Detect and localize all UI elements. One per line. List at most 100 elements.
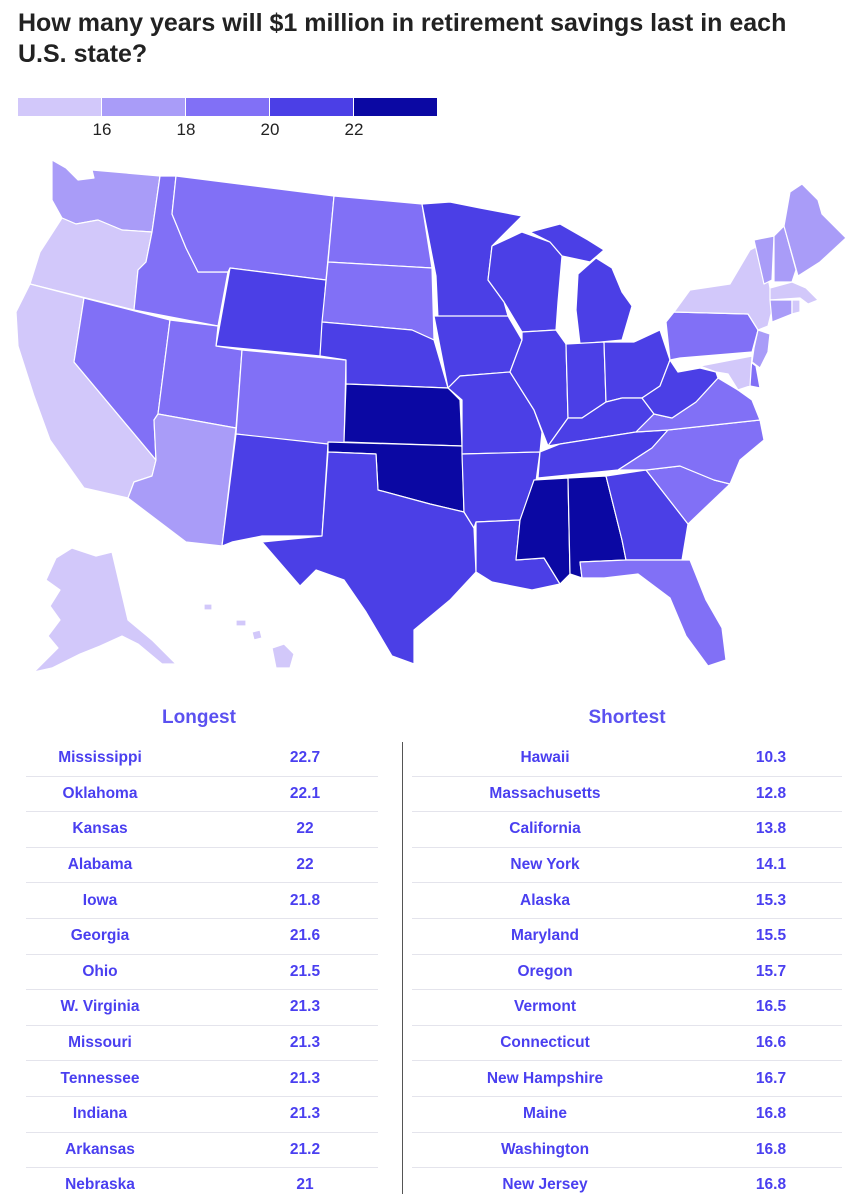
table-row: California 13.8 <box>412 812 842 848</box>
table-row: Georgia 21.6 <box>26 919 378 955</box>
state-vermont[interactable] <box>753 235 775 285</box>
years-value: 21.8 <box>289 891 321 909</box>
state-name: Georgia <box>70 927 130 945</box>
state-name: New Hampshire <box>486 1069 604 1087</box>
legend-tick-label: 20 <box>260 120 280 139</box>
state-alaska[interactable] <box>33 547 177 673</box>
years-value: 16.8 <box>755 1176 787 1194</box>
table-row: Iowa 21.8 <box>26 883 378 919</box>
table-row: New York 14.1 <box>412 848 842 884</box>
table-divider <box>402 742 403 1194</box>
table-row: W. Virginia 21.3 <box>26 990 378 1026</box>
rankings-tables: Longest Mississippi 22.7 Oklahoma 22.1 Kansa… <box>0 700 860 1200</box>
state-michigan[interactable] <box>529 223 633 345</box>
years-value: 21 <box>296 1176 314 1194</box>
state-connecticut[interactable] <box>769 299 793 323</box>
state-new-jersey[interactable] <box>751 329 771 369</box>
state-name: Iowa <box>82 891 118 909</box>
state-rhode-island[interactable] <box>791 299 801 315</box>
state-kansas[interactable] <box>343 383 463 447</box>
years-value: 12.8 <box>755 784 787 802</box>
state-florida[interactable] <box>579 559 727 667</box>
state-pennsylvania[interactable] <box>665 311 759 361</box>
table-row: Kansas 22 <box>26 812 378 848</box>
legend-tick-label: 16 <box>92 120 112 139</box>
state-new-mexico[interactable] <box>221 433 329 547</box>
years-value: 16.6 <box>755 1034 787 1052</box>
table-row: Oklahoma 22.1 <box>26 777 378 813</box>
state-maine[interactable] <box>783 183 847 277</box>
state-name: Oklahoma <box>62 784 138 802</box>
years-value: 22.7 <box>289 749 321 767</box>
state-name: Maryland <box>510 927 580 945</box>
legend-swatch <box>354 98 437 116</box>
page-title: How many years will $1 million in retire… <box>18 9 787 68</box>
state-west-virginia[interactable] <box>641 359 719 419</box>
state-name: W. Virginia <box>60 998 140 1016</box>
state-name: Hawaii <box>520 749 570 767</box>
years-value: 15.7 <box>755 962 787 980</box>
state-north-dakota[interactable] <box>327 195 433 269</box>
longest-table: Longest Mississippi 22.7 Oklahoma 22.1 Kansa… <box>26 700 378 1203</box>
table-row: Oregon 15.7 <box>412 955 842 991</box>
us-map-svg <box>15 159 847 673</box>
state-name: Vermont <box>513 998 576 1016</box>
state-name: Alaska <box>520 891 570 909</box>
years-value: 16.7 <box>755 1069 787 1087</box>
years-value: 21.3 <box>289 1069 321 1087</box>
state-wisconsin[interactable] <box>487 231 563 333</box>
state-colorado[interactable] <box>235 349 347 449</box>
table-row: Alaska 15.3 <box>412 883 842 919</box>
legend-bar <box>18 98 438 116</box>
table-row: Maine 16.8 <box>412 1097 842 1133</box>
years-value: 21.2 <box>289 1140 321 1158</box>
state-name: Oregon <box>517 962 573 980</box>
legend-swatch <box>186 98 269 116</box>
shortest-heading: Shortest <box>588 707 666 728</box>
years-value: 15.3 <box>755 891 787 909</box>
table-row: Missouri 21.3 <box>26 1026 378 1062</box>
state-name: Indiana <box>72 1105 128 1123</box>
years-value: 21.6 <box>289 927 321 945</box>
table-row: Vermont 16.5 <box>412 990 842 1026</box>
table-row: Washington 16.8 <box>412 1133 842 1169</box>
state-wyoming[interactable] <box>215 267 327 357</box>
state-texas[interactable] <box>261 451 477 665</box>
table-row: Ohio 21.5 <box>26 955 378 991</box>
table-row: Massachusetts 12.8 <box>412 777 842 813</box>
years-value: 16.8 <box>755 1105 787 1123</box>
years-value: 13.8 <box>755 820 787 838</box>
table-row: Arkansas 21.2 <box>26 1133 378 1169</box>
table-row: Alabama 22 <box>26 848 378 884</box>
legend-tick-label: 18 <box>176 120 196 139</box>
table-row: New Hampshire 16.7 <box>412 1061 842 1097</box>
years-value: 22 <box>296 820 314 838</box>
state-maryland[interactable] <box>699 355 753 391</box>
state-name: Kansas <box>72 820 128 838</box>
state-name: Nebraska <box>65 1176 135 1194</box>
state-name: Connecticut <box>500 1034 590 1052</box>
table-row: Indiana 21.3 <box>26 1097 378 1133</box>
years-value: 21.3 <box>289 1034 321 1052</box>
table-row: Connecticut 16.6 <box>412 1026 842 1062</box>
legend-swatch <box>270 98 353 116</box>
state-name: Maine <box>523 1105 567 1123</box>
state-name: Ohio <box>82 962 118 980</box>
state-name: Massachusetts <box>489 784 601 802</box>
years-value: 22.1 <box>289 784 321 802</box>
table-row: Nebraska 21 <box>26 1168 378 1203</box>
state-name: New Jersey <box>502 1176 588 1194</box>
state-hawaii[interactable] <box>203 603 295 669</box>
table-row: Maryland 15.5 <box>412 919 842 955</box>
years-value: 15.5 <box>755 927 787 945</box>
state-name: California <box>509 820 581 838</box>
state-name: Tennessee <box>60 1069 140 1087</box>
state-name: Alabama <box>67 856 133 874</box>
years-value: 14.1 <box>755 856 787 874</box>
state-new-hampshire[interactable] <box>773 225 797 283</box>
longest-heading: Longest <box>162 707 236 728</box>
table-row: Tennessee 21.3 <box>26 1061 378 1097</box>
shortest-rows: Hawaii 10.3 Massachusetts 12.8 California 13.… <box>412 741 842 1203</box>
legend-swatch <box>18 98 101 116</box>
state-montana[interactable] <box>171 175 335 281</box>
